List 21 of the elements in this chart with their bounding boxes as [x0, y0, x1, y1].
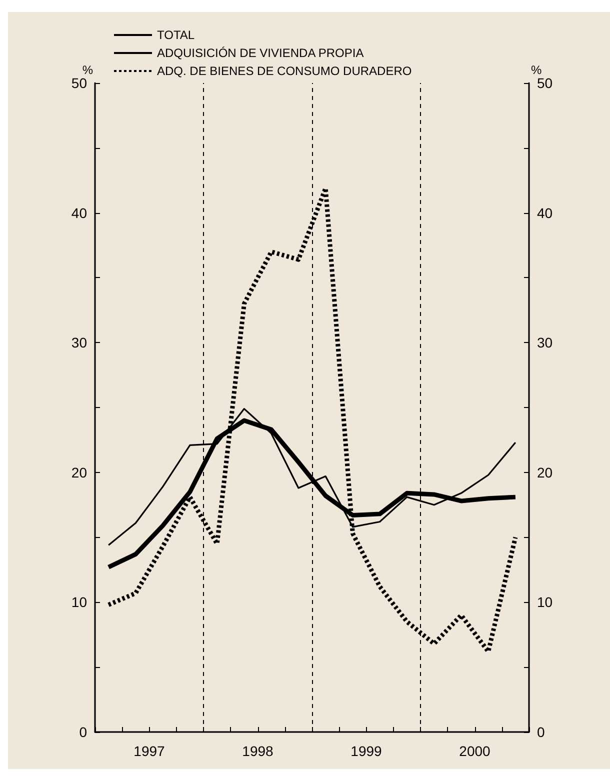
- y-tick-label: 30: [71, 334, 88, 351]
- x-tick-label: 2000: [459, 743, 491, 759]
- y-tick-label: 10: [71, 594, 88, 610]
- y2-tick-label: 0: [537, 724, 545, 740]
- y-tick-label: 40: [71, 204, 88, 221]
- y2-tick-label: 40: [537, 204, 553, 221]
- y2-axis-title: %: [531, 63, 542, 78]
- legend-label: ADQ. DE BIENES DE CONSUMO DURADERO: [157, 64, 412, 78]
- legend-label: ADQUISICIÓN DE VIVIENDA PROPIA: [157, 46, 364, 60]
- x-tick-label: 1999: [350, 743, 382, 759]
- y-tick-label: 20: [71, 464, 88, 480]
- y-axis-title: %: [82, 63, 94, 78]
- legend-label: TOTAL: [157, 28, 195, 42]
- y2-tick-label: 20: [537, 464, 553, 480]
- y2-tick-label: 50: [537, 75, 553, 91]
- y-tick-label: 0: [79, 724, 88, 740]
- x-tick-label: 1998: [242, 743, 274, 759]
- x-tick-label: 1997: [134, 743, 166, 759]
- y-tick-label: 50: [71, 75, 88, 91]
- y2-tick-label: 10: [537, 594, 553, 610]
- y2-tick-label: 30: [537, 334, 553, 351]
